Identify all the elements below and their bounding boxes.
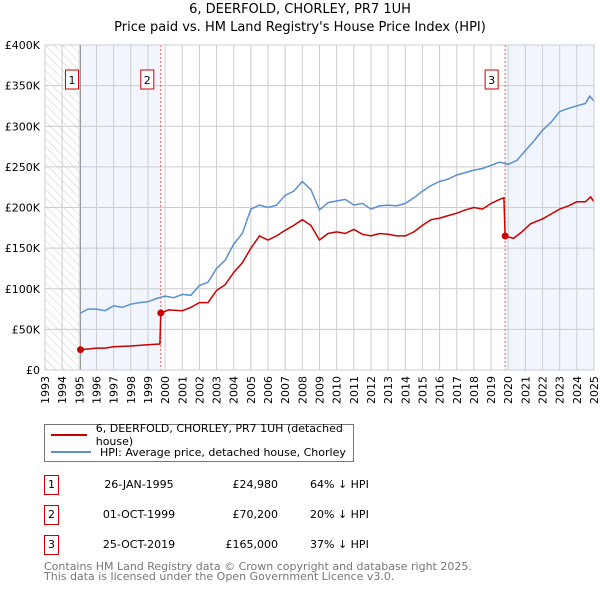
legend-item-hpi: HPI: Average price, detached house, Chor… (51, 444, 346, 460)
x-tick-label: 1993 (39, 376, 52, 404)
x-tick-label: 2010 (331, 376, 344, 404)
transaction-hpi: 37% ↓ HPI (310, 538, 369, 551)
x-tick-label: 2000 (159, 376, 172, 404)
x-tick-label: 2006 (262, 376, 275, 404)
x-tick-label: 2019 (485, 376, 498, 404)
y-tick-label: £350K (5, 80, 41, 93)
price-paid-line (80, 195, 595, 351)
x-tick-label: 2001 (176, 376, 189, 404)
x-tick-label: 2025 (588, 376, 600, 404)
y-tick-label: £250K (5, 161, 41, 174)
x-tick-label: 2008 (296, 376, 309, 404)
x-tick-label: 2022 (537, 376, 550, 404)
table-row: 3 25-OCT-2019 £165,000 37% ↓ HPI (44, 535, 564, 555)
legend-item-property: 6, DEERFOLD, CHORLEY, PR7 1UH (detached … (51, 422, 353, 448)
sale-point (501, 232, 509, 240)
x-tick-label: 2011 (348, 376, 361, 404)
x-tick-label: 2014 (399, 376, 412, 404)
plot-border (44, 44, 595, 371)
legend-label: HPI: Average price, detached house, Chor… (100, 445, 346, 459)
x-tick-label: 2003 (211, 376, 224, 404)
transaction-number: 3 (44, 535, 59, 555)
y-tick-label: £100K (5, 283, 41, 296)
chart-title: 6, DEERFOLD, CHORLEY, PR7 1UH (189, 2, 411, 17)
x-tick-label: 2024 (571, 376, 584, 404)
table-row: 1 26-JAN-1995 £24,980 64% ↓ HPI (44, 475, 564, 495)
x-tick-label: 2021 (519, 376, 532, 404)
x-tick-label: 2023 (554, 376, 567, 404)
transaction-date: 01-OCT-1999 (102, 508, 176, 521)
x-tick-label: 2018 (468, 376, 481, 404)
annotation-box (65, 69, 80, 90)
hpi-line (80, 94, 595, 314)
x-tick-label: 2009 (314, 376, 327, 404)
x-tick-label: 1995 (73, 376, 86, 404)
chart-subtitle: Price paid vs. HM Land Registry's House … (114, 20, 486, 35)
transaction-hpi: 64% ↓ HPI (310, 478, 369, 491)
transaction-number: 2 (44, 505, 59, 525)
y-tick-label: £300K (5, 120, 41, 133)
x-tick-label: 2020 (502, 376, 515, 404)
y-tick-label: £150K (5, 242, 41, 255)
transaction-price: £165,000 (225, 538, 279, 551)
transaction-date: 26-JAN-1995 (104, 478, 174, 491)
chart: 1993 1994 1995 1996 1997 1998 1999 2000 2001 2002… (5, 39, 600, 404)
x-tick-label: 1997 (108, 376, 121, 404)
y-tick-label: £400K (5, 39, 41, 52)
x-tick-label: 2017 (451, 376, 464, 404)
y-tick-label: £50K (12, 323, 41, 336)
x-tick-label: 2012 (365, 376, 378, 404)
x-tick-label: 2004 (228, 376, 241, 404)
annotation-label: 1 (69, 74, 76, 87)
annotation-box (140, 69, 155, 90)
transaction-price: £70,200 (232, 508, 279, 521)
sale-point (157, 309, 165, 317)
footer-copyright: Contains HM Land Registry data © Crown c… (44, 560, 472, 573)
legend-swatch-red (51, 434, 87, 436)
table-row: 2 01-OCT-1999 £70,200 20% ↓ HPI (44, 505, 564, 525)
transaction-price: £24,980 (232, 478, 279, 491)
annotation-label: 3 (488, 74, 495, 87)
x-tick-label: 2013 (382, 376, 395, 404)
transaction-hpi: 20% ↓ HPI (310, 508, 369, 521)
transaction-date: 25-OCT-2019 (102, 538, 176, 551)
legend: 6, DEERFOLD, CHORLEY, PR7 1UH (detached … (44, 422, 354, 462)
sale-point (77, 346, 85, 354)
y-tick-label: £0 (26, 364, 40, 377)
transaction-number: 1 (44, 475, 59, 495)
footer-licence: This data is licensed under the Open Gov… (44, 570, 395, 583)
x-tick-label: 1996 (90, 376, 103, 404)
x-tick-label: 2015 (416, 376, 429, 404)
y-tick-label: £200K (5, 202, 41, 215)
x-tick-label: 1998 (125, 376, 138, 404)
x-tick-label: 2007 (279, 376, 292, 404)
annotation-box (484, 69, 499, 90)
legend-label: 6, DEERFOLD, CHORLEY, PR7 1UH (detached … (95, 422, 343, 448)
x-tick-label: 2016 (434, 376, 447, 404)
x-tick-label: 2005 (245, 376, 258, 404)
x-tick-label: 1999 (142, 376, 155, 404)
x-tick-label: 2002 (193, 376, 206, 404)
annotation-label: 2 (144, 74, 151, 87)
legend-swatch-blue (51, 451, 91, 453)
x-tick-label: 1994 (56, 376, 69, 404)
